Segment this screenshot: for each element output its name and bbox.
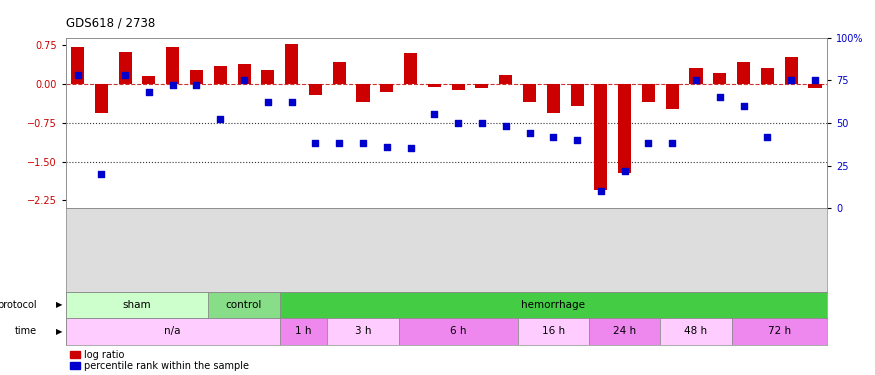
Bar [399, 318, 518, 345]
Bar [118, 52, 131, 84]
Bar [732, 318, 827, 345]
Point [618, 168, 632, 174]
Bar [332, 62, 346, 84]
Bar [280, 318, 327, 345]
Point [641, 140, 655, 146]
Point [570, 137, 584, 143]
Bar [190, 70, 203, 84]
Text: 72 h: 72 h [767, 327, 791, 336]
Bar [589, 318, 661, 345]
Bar [475, 84, 488, 88]
Bar [327, 318, 399, 345]
Point [71, 72, 85, 78]
Text: n/a: n/a [164, 327, 181, 336]
Bar [208, 292, 280, 318]
Point [760, 134, 774, 140]
Bar [594, 84, 607, 190]
Bar [262, 70, 275, 84]
Bar [309, 84, 322, 95]
Point [594, 188, 608, 194]
Bar [642, 84, 655, 102]
Bar [785, 57, 798, 84]
Point [475, 120, 489, 126]
Text: GDS618 / 2738: GDS618 / 2738 [66, 17, 155, 30]
Point [689, 77, 703, 83]
Bar [452, 84, 465, 90]
Bar [737, 62, 750, 84]
Point [308, 140, 322, 146]
Bar [713, 73, 726, 84]
Point [737, 103, 751, 109]
Point [190, 82, 204, 88]
Point [380, 144, 394, 150]
Bar [666, 84, 679, 109]
Bar [404, 53, 417, 84]
Point [452, 120, 466, 126]
Point [214, 116, 228, 122]
Bar [237, 64, 250, 84]
Point [237, 77, 251, 83]
Point [546, 134, 560, 140]
Point [499, 123, 513, 129]
Text: ▶: ▶ [56, 327, 63, 336]
Bar [499, 75, 512, 84]
Text: 1 h: 1 h [295, 327, 311, 336]
Text: hemorrhage: hemorrhage [522, 300, 585, 310]
Bar [808, 84, 822, 88]
Bar [428, 84, 441, 87]
Text: 24 h: 24 h [613, 327, 636, 336]
Bar [71, 47, 84, 84]
Point [142, 89, 156, 95]
Text: 16 h: 16 h [542, 327, 565, 336]
Bar [143, 76, 156, 84]
Point [808, 77, 822, 83]
Legend: log ratio, percentile rank within the sample: log ratio, percentile rank within the sa… [71, 350, 249, 371]
Bar [761, 68, 774, 84]
Point [284, 99, 298, 105]
Point [94, 171, 108, 177]
Text: 3 h: 3 h [354, 327, 371, 336]
Point [165, 82, 179, 88]
Bar [518, 318, 589, 345]
Bar [661, 318, 732, 345]
Bar [66, 318, 280, 345]
Bar [94, 84, 108, 112]
Text: 6 h: 6 h [450, 327, 466, 336]
Point [427, 111, 441, 117]
Point [713, 94, 727, 100]
Bar [166, 47, 179, 84]
Bar [618, 84, 631, 173]
Bar [570, 84, 584, 106]
Point [118, 72, 132, 78]
Text: ▶: ▶ [56, 300, 63, 309]
Text: protocol: protocol [0, 300, 37, 310]
Point [332, 140, 346, 146]
Text: control: control [226, 300, 262, 310]
Text: time: time [15, 327, 37, 336]
Point [356, 140, 370, 146]
Bar [280, 292, 827, 318]
Bar [285, 44, 298, 84]
Text: sham: sham [123, 300, 151, 310]
Point [784, 77, 798, 83]
Bar [690, 68, 703, 84]
Bar [523, 84, 536, 102]
Text: 48 h: 48 h [684, 327, 708, 336]
Point [522, 130, 536, 136]
Point [403, 146, 417, 152]
Bar [547, 84, 560, 112]
Bar [66, 292, 208, 318]
Point [261, 99, 275, 105]
Point [665, 140, 679, 146]
Bar [381, 84, 394, 92]
Bar [356, 84, 369, 102]
Bar [214, 66, 227, 84]
